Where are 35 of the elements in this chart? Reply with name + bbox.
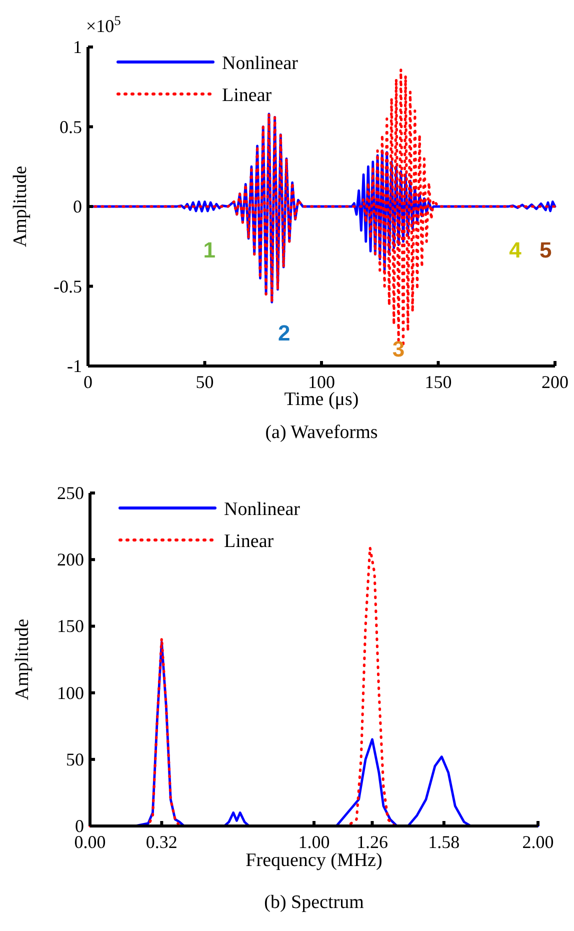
- annotation: 1: [203, 238, 216, 263]
- annotation: 2: [278, 320, 290, 346]
- annotation: 3: [392, 336, 405, 362]
- y-axis-title: Amplitude: [10, 166, 31, 248]
- y-tick-label: 100: [57, 682, 84, 703]
- annotation: 5: [540, 238, 552, 263]
- x-tick-label: 50: [196, 372, 214, 392]
- x-tick-label: 150: [424, 372, 452, 392]
- legend-label: Nonlinear: [224, 499, 301, 520]
- y-axis-title: Amplitude: [12, 618, 33, 700]
- x-tick-label: 1.58: [428, 832, 460, 852]
- y-tick-label: 1: [73, 37, 82, 57]
- text: (a) Waveforms: [265, 422, 378, 443]
- y-tick-label: 150: [57, 616, 84, 636]
- legend-label: Nonlinear: [222, 53, 299, 74]
- x-tick-label: 200: [542, 372, 568, 392]
- annotation: 4: [509, 238, 522, 263]
- y-tick-label: 200: [57, 550, 84, 570]
- y-tick-label: 50: [66, 749, 84, 770]
- y-tick-label: -1: [67, 356, 82, 376]
- x-tick-label: 1.00: [298, 832, 330, 852]
- y-tick-label: -0.5: [54, 276, 82, 296]
- x-axis-title: Time (μs): [284, 389, 359, 410]
- text: ×10$^{5}$: [86, 12, 122, 36]
- legend-label: Linear: [222, 85, 272, 106]
- x-tick-label: 0.32: [146, 832, 178, 852]
- y-tick-label: 0: [73, 196, 82, 216]
- x-tick-label: 2.00: [522, 832, 554, 852]
- x-tick-label: 100: [308, 372, 335, 392]
- text: (b) Spectrum: [264, 892, 364, 913]
- x-tick-label: 1.26: [356, 832, 388, 852]
- legend-label: Linear: [224, 531, 274, 552]
- y-tick-label: 0.5: [60, 116, 82, 137]
- y-tick-label: 250: [57, 483, 84, 503]
- x-axis-title: Frequency (MHz): [246, 850, 382, 871]
